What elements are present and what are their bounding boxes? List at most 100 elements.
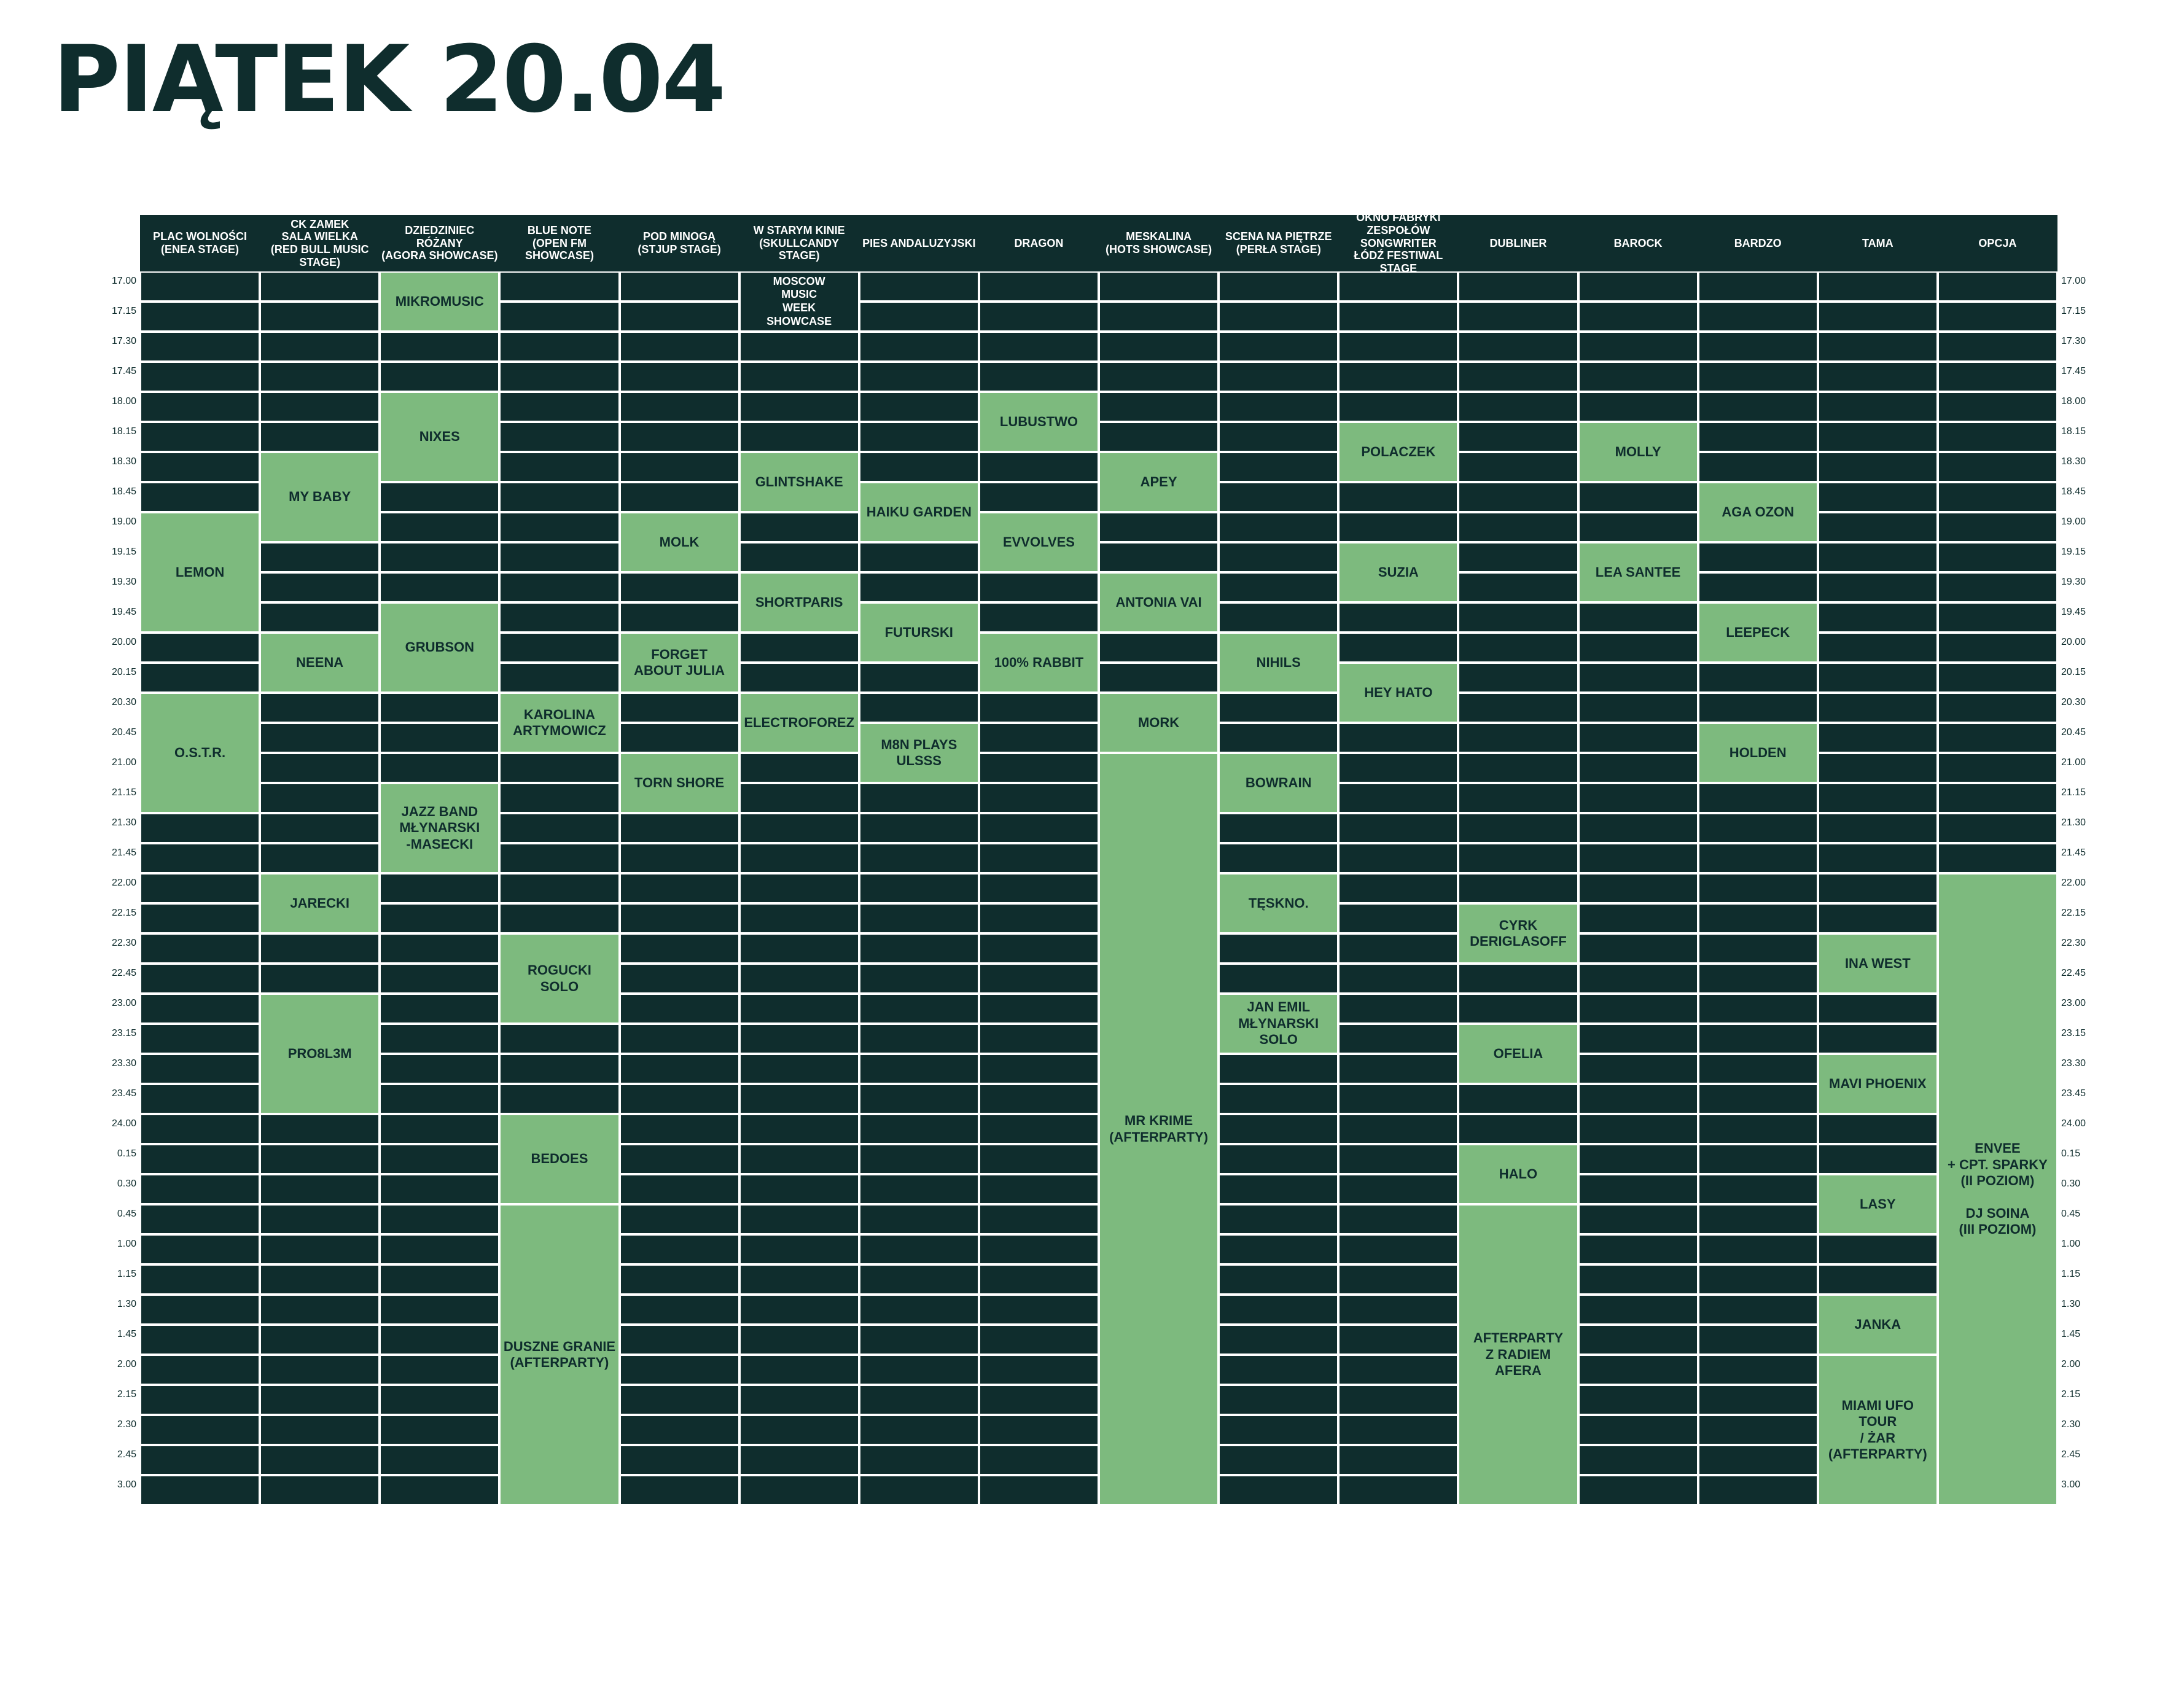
event-block[interactable]: LEMON (140, 512, 260, 633)
event-block[interactable]: O.S.T.R. (140, 693, 260, 813)
event-block[interactable]: HAIKU GARDEN (859, 482, 979, 542)
event-block[interactable]: NEENA (260, 633, 380, 693)
event-block[interactable]: MORK (1099, 693, 1219, 753)
event-block[interactable]: GRUBSON (380, 602, 500, 693)
event-block[interactable]: BEDOES (499, 1114, 620, 1204)
event-block[interactable]: 100% RABBIT (978, 633, 1099, 693)
event-block[interactable]: KAROLINA ARTYMOWICZ (499, 693, 620, 753)
empty-slot (380, 873, 500, 903)
empty-slot (1458, 271, 1578, 302)
event-block[interactable]: MOSCOW MUSIC WEEK SHOWCASE (739, 271, 859, 332)
empty-slot (1219, 271, 1339, 302)
empty-slot (978, 813, 1099, 843)
empty-slot (380, 693, 500, 723)
empty-slot (1578, 783, 1698, 813)
empty-slot (260, 1355, 380, 1385)
empty-slot (499, 602, 620, 633)
empty-slot (619, 1355, 739, 1385)
event-block[interactable]: MOLLY (1578, 422, 1698, 482)
event-block[interactable]: MOLK (619, 512, 739, 572)
event-block[interactable]: APEY (1099, 452, 1219, 512)
time-label-right: 17.00 (2061, 276, 2086, 286)
empty-slot (380, 1204, 500, 1234)
event-block[interactable]: NIXES (380, 392, 500, 482)
empty-slot (1698, 422, 1818, 452)
event-block[interactable]: JANKA (1817, 1295, 1938, 1355)
event-block[interactable]: FORGET ABOUT JULIA (619, 633, 739, 693)
time-label-right: 2.15 (2061, 1389, 2081, 1400)
time-label-right: 19.00 (2061, 516, 2086, 527)
event-block[interactable]: LASY (1817, 1174, 1938, 1234)
empty-slot (1698, 994, 1818, 1024)
stage-header: OPCJA (1937, 215, 2057, 271)
empty-slot (1578, 1054, 1698, 1084)
empty-slot (140, 332, 260, 362)
event-block[interactable]: LEA SANTEE (1578, 542, 1698, 602)
event-block[interactable]: LUBUSTWO (978, 392, 1099, 452)
event-block[interactable]: HALO (1458, 1144, 1578, 1204)
empty-slot (1578, 1024, 1698, 1054)
empty-slot (978, 1445, 1099, 1475)
empty-slot (260, 602, 380, 633)
event-block[interactable]: HEY HATO (1338, 663, 1459, 723)
stage-header: PLAC WOLNOŚCI (ENEA STAGE) (140, 215, 260, 271)
event-block[interactable]: ANTONIA VAI (1099, 572, 1219, 633)
event-block[interactable]: OFELIA (1458, 1024, 1578, 1084)
empty-slot (1219, 1325, 1339, 1355)
event-block[interactable]: HOLDEN (1698, 723, 1818, 783)
event-block[interactable]: AGA OZON (1698, 482, 1818, 542)
event-block[interactable]: SHORTPARIS (739, 572, 859, 633)
empty-slot (260, 723, 380, 753)
event-block[interactable]: INA WEST (1817, 933, 1938, 994)
event-block[interactable]: FUTURSKI (859, 602, 979, 663)
event-block[interactable]: MIAMI UFO TOUR / ŻAR (AFTERPARTY) (1817, 1355, 1938, 1505)
empty-slot (1458, 873, 1578, 903)
event-block[interactable]: CYRK DERIGLASOFF (1458, 903, 1578, 964)
event-block[interactable]: MAVI PHOENIX (1817, 1054, 1938, 1114)
empty-slot (499, 392, 620, 422)
empty-slot (380, 542, 500, 572)
time-label-left: 22.15 (111, 908, 136, 918)
empty-slot (1338, 271, 1459, 302)
empty-slot (380, 1144, 500, 1174)
event-block[interactable]: MY BABY (260, 452, 380, 542)
empty-slot (380, 1295, 500, 1325)
event-block[interactable]: JARECKI (260, 873, 380, 933)
event-block[interactable]: MR KRIME (AFTERPARTY) (1099, 753, 1219, 1505)
empty-slot (1578, 663, 1698, 693)
event-block[interactable]: POLACZEK (1338, 422, 1459, 482)
empty-slot (1698, 332, 1818, 362)
empty-slot (499, 542, 620, 572)
event-block[interactable]: GLINTSHAKE (739, 452, 859, 512)
event-block[interactable]: AFTERPARTY Z RADIEM AFERA (1458, 1204, 1578, 1505)
empty-slot (260, 1204, 380, 1234)
event-block[interactable]: ENVEE + CPT. SPARKY (II POZIOM) DJ SOINA… (1937, 873, 2057, 1505)
empty-slot (619, 1144, 739, 1174)
empty-slot (380, 1024, 500, 1054)
event-block[interactable]: LEEPECK (1698, 602, 1818, 663)
event-block[interactable]: JAZZ BAND MŁYNARSKI -MASECKI (380, 783, 500, 873)
event-block[interactable]: SUZIA (1338, 542, 1459, 602)
event-block[interactable]: PRO8L3M (260, 994, 380, 1114)
event-block[interactable]: JAN EMIL MŁYNARSKI SOLO (1219, 994, 1339, 1054)
event-block[interactable]: TORN SHORE (619, 753, 739, 813)
empty-slot (859, 1204, 979, 1234)
time-label-left: 18.45 (111, 486, 136, 497)
empty-slot (1338, 813, 1459, 843)
empty-slot (859, 332, 979, 362)
empty-slot (1219, 813, 1339, 843)
event-block[interactable]: TĘSKNO. (1219, 873, 1339, 933)
event-block[interactable]: NIHILS (1219, 633, 1339, 693)
empty-slot (1817, 873, 1938, 903)
time-label-left: 3.00 (117, 1479, 136, 1490)
time-label-right: 17.15 (2061, 306, 2086, 316)
event-block[interactable]: ELECTROFOREZ (739, 693, 859, 753)
event-block[interactable]: DUSZNE GRANIE (AFTERPARTY) (499, 1204, 620, 1505)
empty-slot (619, 964, 739, 994)
event-block[interactable]: ROGUCKI SOLO (499, 933, 620, 1024)
event-block[interactable]: BOWRAIN (1219, 753, 1339, 813)
event-block[interactable]: MIKROMUSIC (380, 271, 500, 332)
event-block[interactable]: EVVOLVES (978, 512, 1099, 572)
event-block[interactable]: M8N PLAYS ULSSS (859, 723, 979, 783)
empty-slot (859, 994, 979, 1024)
